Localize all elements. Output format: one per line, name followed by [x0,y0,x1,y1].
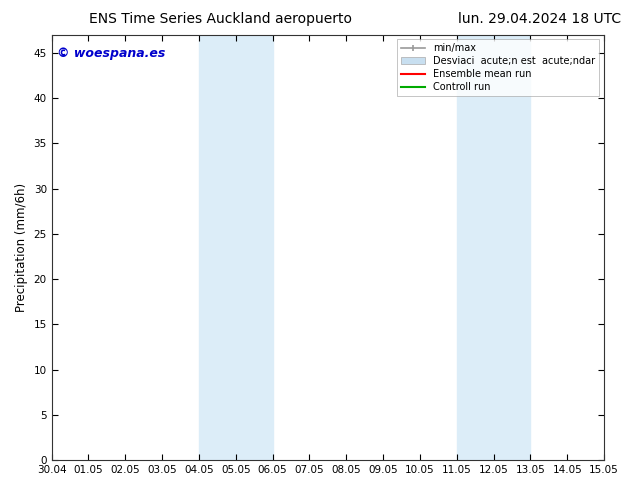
Text: © woespana.es: © woespana.es [57,48,165,60]
Text: lun. 29.04.2024 18 UTC: lun. 29.04.2024 18 UTC [458,12,621,26]
Bar [457,35,531,460]
Y-axis label: Precipitation (mm/6h): Precipitation (mm/6h) [15,183,28,312]
Legend: min/max, Desviaci  acute;n est  acute;ndar, Ensemble mean run, Controll run: min/max, Desviaci acute;n est acute;ndar… [398,40,599,96]
Text: ENS Time Series Auckland aeropuerto: ENS Time Series Auckland aeropuerto [89,12,352,26]
Bar [199,35,273,460]
